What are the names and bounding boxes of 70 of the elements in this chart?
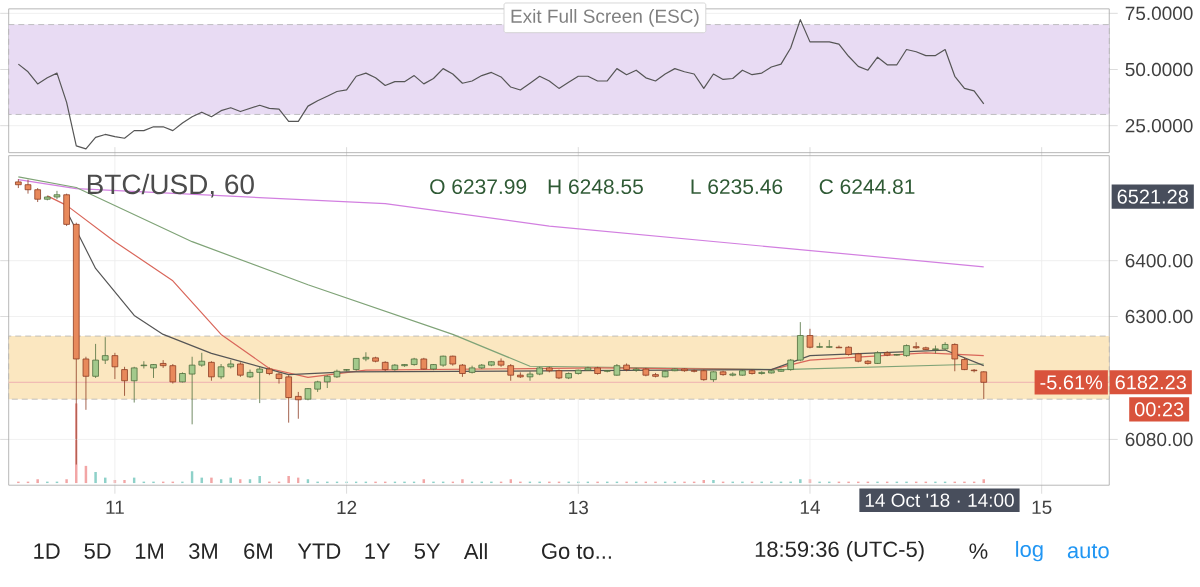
bar [799,479,802,484]
bar [210,477,213,484]
bar [712,479,715,484]
candlestick [101,336,109,365]
text: log [1016,540,1043,562]
candlestick [208,360,215,382]
annotation: L 6235.46 [691,179,783,195]
candlestick [980,370,988,400]
text: Go to... [542,543,611,559]
x-tick-label: 11 [106,500,124,514]
candlestick [24,179,32,195]
y-tick-label: 25.0000 [1125,118,1193,133]
x-tick-label: 12 [337,500,357,514]
candlestick [526,370,534,382]
annotation: O 6237.99 [430,179,527,195]
text: 1D [34,543,60,559]
text: 18:59:36 (UTC-5) [755,540,924,562]
bar [982,479,985,484]
candlestick [188,356,196,425]
y-tick-label: 6400.00 [1125,253,1193,268]
text: YTD [297,543,341,559]
text: auto [1067,543,1109,559]
bar [229,477,232,484]
candlestick [140,360,148,369]
candlestick [864,359,872,365]
text: 1Y [365,543,391,559]
text: 3M [189,543,217,559]
candlestick [285,374,292,424]
text: 6521.28 [1117,189,1188,204]
annotation: C 6244.81 [819,179,915,195]
y-tick-label: 75.0000 [1125,6,1193,21]
candlestick [295,391,302,420]
text: BTC/USD, 60 [87,173,254,198]
candlestick [256,366,263,404]
ref-line-label: 6182.23 [1115,375,1186,390]
bar [461,479,464,484]
text: % [969,543,988,559]
candlestick [951,342,959,372]
candlestick [362,351,370,362]
candlestick [111,352,119,380]
text: All [463,543,487,560]
candlestick [912,341,920,350]
bar [36,479,39,484]
candlestick [121,366,128,397]
text: 6M [244,543,272,559]
x-tick-label: 13 [569,500,588,515]
text: 5Y [414,543,441,559]
text: 14 Oct '18 · 14:00 [865,493,1014,507]
text: 00:23 [1134,402,1184,417]
y-tick-label: 6300.00 [1125,309,1193,324]
y-tick-label: 50.0000 [1125,62,1193,77]
y-tick-label: 6080.00 [1125,432,1193,447]
candlestick [82,356,90,411]
candlestick [53,190,61,200]
text: 1M [135,543,163,559]
x-tick-label: 14 [800,500,820,514]
candlestick [130,366,138,403]
bar [94,472,97,484]
annotation: H 6248.55 [548,179,643,195]
bar [287,475,290,484]
candlestick [92,343,99,379]
text: 5D [84,543,111,559]
x-tick-label: 15 [1032,500,1052,514]
annotation: Exit Full Screen (ESC) [511,8,699,27]
candlestick [497,357,505,368]
candlestick [169,363,177,384]
annotation: -5.61% [1040,375,1103,390]
candlestick [825,339,833,349]
bar [258,475,261,484]
candlestick [275,371,283,384]
